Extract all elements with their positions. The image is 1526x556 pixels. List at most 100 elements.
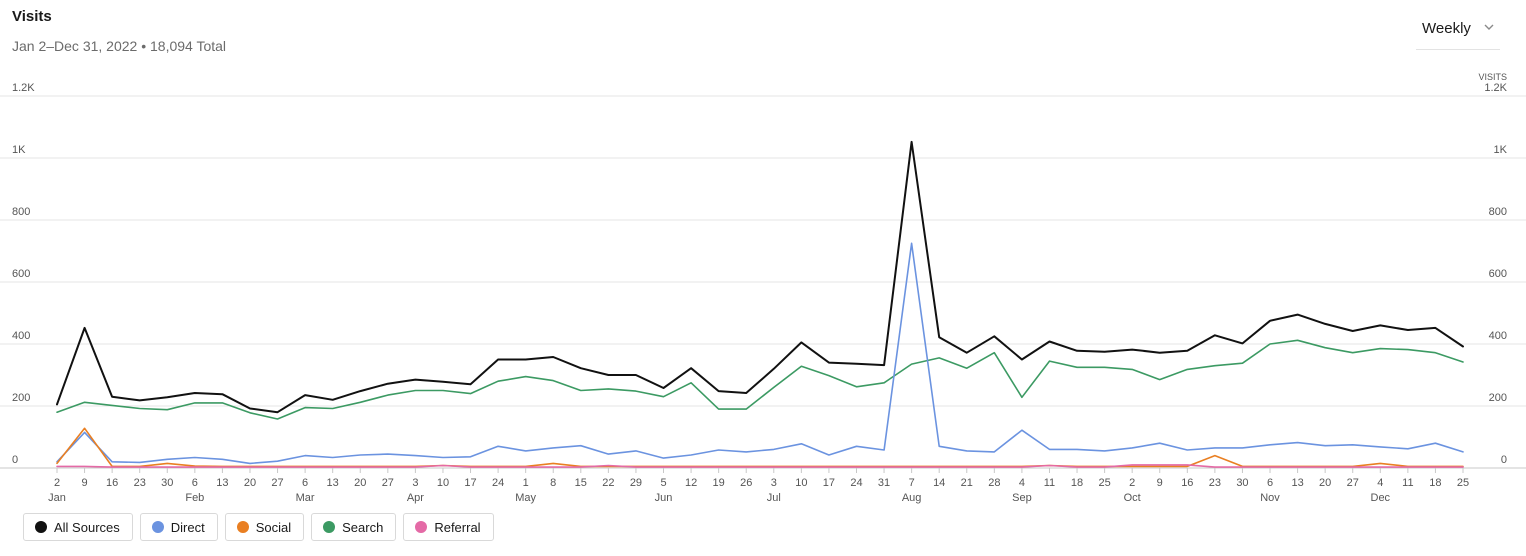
- x-tick-label: 8: [550, 477, 556, 489]
- x-month-label: Jan: [48, 492, 66, 504]
- y-tick-label-left: 1.2K: [12, 82, 35, 94]
- legend-dot: [323, 521, 336, 533]
- x-month-label: Jul: [767, 492, 781, 504]
- series-line-search: [56, 339, 1464, 420]
- y-tick-label-left: 200: [12, 392, 30, 404]
- x-tick-label: 11: [1402, 477, 1413, 489]
- x-tick-label: 2: [1129, 477, 1135, 489]
- x-tick-label: 4: [1019, 477, 1025, 489]
- x-tick-label: 21: [961, 477, 973, 489]
- legend-dot: [415, 521, 428, 533]
- x-tick-label: 29: [630, 477, 642, 489]
- x-month-label: Dec: [1371, 492, 1391, 504]
- y-tick-label-left: 0: [12, 454, 18, 466]
- x-tick-label: 27: [271, 477, 283, 489]
- x-tick-label: 6: [302, 477, 308, 489]
- x-tick-label: 23: [134, 477, 146, 489]
- legend-label: Social: [255, 519, 292, 535]
- y-tick-label-right: 1K: [1494, 144, 1508, 156]
- y-tick-label-left: 1K: [12, 144, 26, 156]
- x-tick-label: 13: [216, 477, 228, 489]
- legend-item-search[interactable]: Search: [311, 513, 397, 541]
- x-tick-label: 27: [382, 477, 394, 489]
- x-tick-label: 3: [771, 477, 777, 489]
- x-tick-label: 11: [1044, 477, 1055, 489]
- y-tick-label-left: 600: [12, 268, 30, 280]
- x-month-label: Mar: [296, 492, 315, 504]
- x-tick-label: 26: [740, 477, 752, 489]
- x-tick-label: 13: [1291, 477, 1303, 489]
- x-tick-label: 16: [106, 477, 118, 489]
- y-tick-label-right: 400: [1489, 330, 1507, 342]
- x-tick-label: 14: [933, 477, 945, 489]
- legend-label: Search: [342, 519, 384, 535]
- legend-item-all-sources[interactable]: All Sources: [23, 513, 133, 541]
- x-tick-label: 20: [244, 477, 256, 489]
- chart-title: Visits: [12, 8, 52, 25]
- x-tick-label: 10: [795, 477, 807, 489]
- x-month-label: Nov: [1260, 492, 1280, 504]
- x-tick-label: 9: [82, 477, 88, 489]
- x-tick-label: 6: [1267, 477, 1273, 489]
- x-tick-label: 10: [437, 477, 449, 489]
- x-tick-label: 9: [1157, 477, 1163, 489]
- x-tick-label: 24: [492, 477, 504, 489]
- x-tick-label: 17: [464, 477, 476, 489]
- legend-item-social[interactable]: Social: [224, 513, 305, 541]
- x-tick-label: 16: [1181, 477, 1193, 489]
- x-tick-label: 15: [575, 477, 587, 489]
- x-tick-label: 30: [161, 477, 173, 489]
- x-tick-label: 22: [602, 477, 614, 489]
- x-tick-label: 31: [878, 477, 890, 489]
- y-tick-label-right: 0: [1501, 454, 1507, 466]
- x-month-label: Aug: [902, 492, 922, 504]
- x-tick-label: 12: [685, 477, 697, 489]
- x-tick-label: 2: [54, 477, 60, 489]
- x-tick-label: 30: [1236, 477, 1248, 489]
- x-month-label: Sep: [1012, 492, 1032, 504]
- chart-legend: All Sources Direct Social Search Referra…: [23, 513, 494, 541]
- x-tick-label: 18: [1429, 477, 1441, 489]
- x-month-label: Oct: [1124, 492, 1141, 504]
- y-tick-label-right: 800: [1489, 206, 1507, 218]
- x-tick-label: 17: [823, 477, 835, 489]
- x-tick-label: 4: [1377, 477, 1383, 489]
- x-tick-label: 24: [850, 477, 862, 489]
- chart-subtitle: Jan 2–Dec 31, 2022 • 18,094 Total: [12, 38, 227, 54]
- x-tick-label: 28: [988, 477, 1000, 489]
- y-tick-label-left: 800: [12, 206, 30, 218]
- period-select[interactable]: Weekly: [1416, 12, 1500, 50]
- x-tick-label: 20: [354, 477, 366, 489]
- legend-item-direct[interactable]: Direct: [139, 513, 218, 541]
- x-tick-label: 1: [523, 477, 529, 489]
- legend-item-referral[interactable]: Referral: [403, 513, 494, 541]
- x-tick-label: 19: [713, 477, 725, 489]
- period-select-value: Weekly: [1422, 20, 1471, 37]
- series-line-direct: [56, 242, 1464, 465]
- legend-label: All Sources: [54, 519, 120, 535]
- chevron-down-icon: [1484, 24, 1494, 30]
- x-month-label: Apr: [407, 492, 424, 504]
- series-line-all-sources: [56, 140, 1464, 414]
- x-tick-label: 27: [1347, 477, 1359, 489]
- x-month-label: Jun: [655, 492, 673, 504]
- x-tick-label: 7: [909, 477, 915, 489]
- x-tick-label: 25: [1098, 477, 1110, 489]
- y-tick-label-left: 400: [12, 330, 30, 342]
- x-tick-label: 3: [412, 477, 418, 489]
- legend-dot: [35, 521, 47, 533]
- x-tick-label: 20: [1319, 477, 1331, 489]
- x-month-label: May: [515, 492, 536, 504]
- y-tick-label-right: 600: [1489, 268, 1507, 280]
- x-tick-label: 5: [660, 477, 666, 489]
- x-tick-label: 25: [1457, 477, 1469, 489]
- x-tick-label: 6: [192, 477, 198, 489]
- series-line-referral: [56, 464, 1464, 468]
- x-tick-label: 13: [327, 477, 339, 489]
- x-month-label: Feb: [185, 492, 204, 504]
- y-tick-label-right: 1.2K: [1484, 82, 1507, 94]
- legend-dot: [236, 521, 249, 533]
- legend-dot: [151, 521, 164, 533]
- y-axis-label-right: VISITS: [1478, 72, 1507, 82]
